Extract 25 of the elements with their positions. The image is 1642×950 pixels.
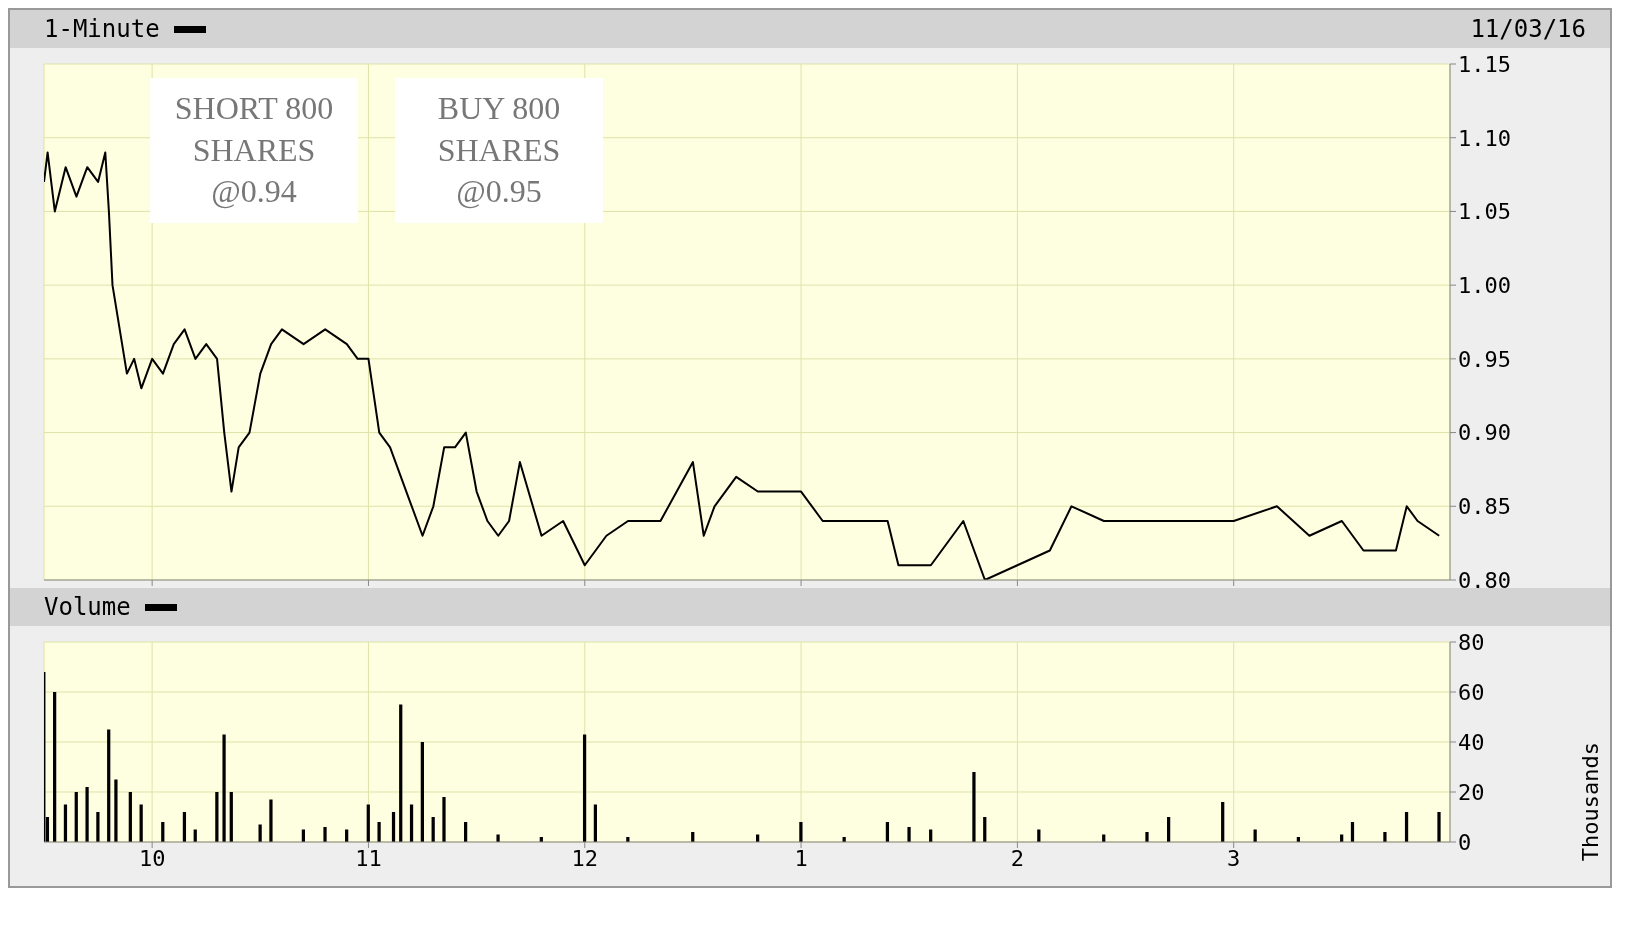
y-tick-label: 60 [1458,679,1485,705]
y-tick-label: 1.10 [1458,125,1511,151]
annotation: BUY 800 SHARES @0.95 [395,78,603,223]
y-axis-title: Thousands [1577,742,1603,862]
x-tick-label: 11 [355,845,382,871]
y-tick-label: 1.00 [1458,272,1511,298]
y-tick-label: 1.05 [1458,199,1511,225]
y-tick-label: 0 [1458,829,1472,855]
y-tick-label: 80 [1458,629,1485,655]
y-tick-label: 0.80 [1458,567,1511,593]
y-tick-label: 20 [1458,779,1485,805]
x-tick-label: 10 [138,845,166,871]
x-tick-label: 12 [571,845,599,871]
x-tick-label: 3 [1227,845,1241,871]
text: 11/03/16 [1470,15,1586,43]
y-tick-label: 0.95 [1458,346,1511,372]
chart-title: Volume [44,593,132,621]
x-tick-label: 2 [1010,845,1025,871]
annotation: SHORT 800 SHARES @0.94 [150,78,358,223]
y-tick-label: 40 [1458,729,1485,755]
x-tick-label: 1 [794,845,808,871]
chart-title: 1-Minute [44,15,161,43]
y-tick-label: 0.85 [1458,494,1511,520]
y-tick-label: 0.90 [1458,420,1511,446]
y-tick-label: 1.15 [1458,51,1511,77]
